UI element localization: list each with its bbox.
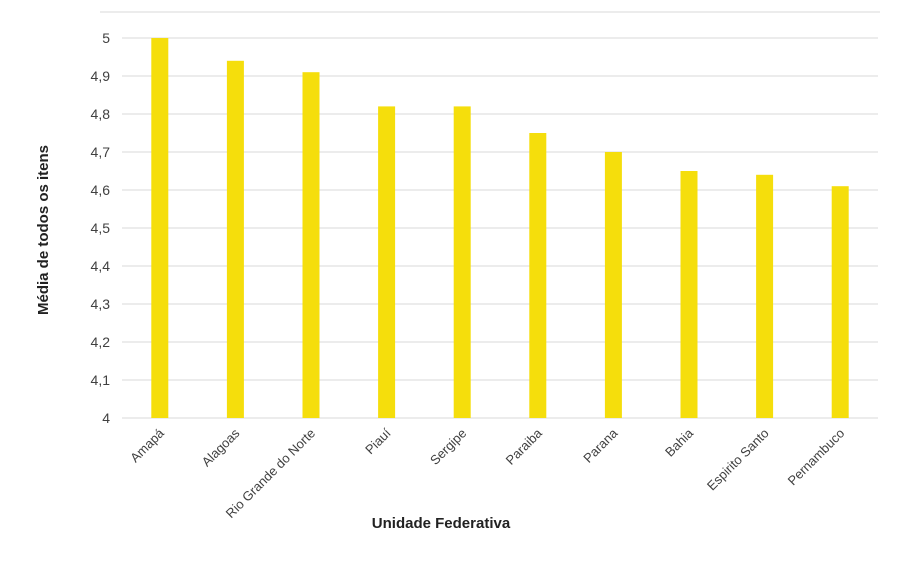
y-tick-label: 4,4 xyxy=(91,258,111,274)
x-tick-label: Sergipe xyxy=(427,426,469,468)
y-tick-label: 4,6 xyxy=(91,182,111,198)
y-tick-label: 4,1 xyxy=(91,372,111,388)
y-tick-label: 4,3 xyxy=(91,296,111,312)
bar xyxy=(831,186,849,418)
bar xyxy=(453,106,471,419)
bar xyxy=(529,133,547,418)
bar xyxy=(302,72,320,418)
y-tick-label: 4,7 xyxy=(91,144,111,160)
y-tick-label: 4,8 xyxy=(91,106,111,122)
bar xyxy=(756,174,774,418)
x-tick-label: Espirito Santo xyxy=(704,426,772,494)
x-tick-label: Amapá xyxy=(127,425,167,465)
bars xyxy=(151,38,849,419)
y-tick-label: 5 xyxy=(102,30,110,46)
bar xyxy=(226,60,244,419)
y-axis-title: Média de todos os itens xyxy=(35,145,52,315)
x-tick-label: Pernambuco xyxy=(785,426,848,489)
x-tick-label: Bahia xyxy=(662,425,697,460)
bar xyxy=(604,152,622,418)
x-tick-label: Paraiba xyxy=(503,425,546,468)
x-tick-label: Piauí xyxy=(362,425,394,457)
y-tick-label: 4,5 xyxy=(91,220,111,236)
bar xyxy=(151,38,169,418)
x-tick-label: Parana xyxy=(580,425,621,466)
y-tick-labels: 4 4,1 4,2 4,3 4,4 4,5 4,6 4,7 4,8 4,9 5 xyxy=(91,30,111,426)
bar xyxy=(378,106,396,419)
y-tick-label: 4 xyxy=(102,410,110,426)
gridlines xyxy=(122,37,878,419)
x-tick-label: Alagoas xyxy=(199,425,243,469)
x-axis-title: Unidade Federativa xyxy=(372,515,511,532)
bar xyxy=(680,171,698,418)
y-tick-label: 4,9 xyxy=(91,68,111,84)
y-tick-label: 4,2 xyxy=(91,334,111,350)
